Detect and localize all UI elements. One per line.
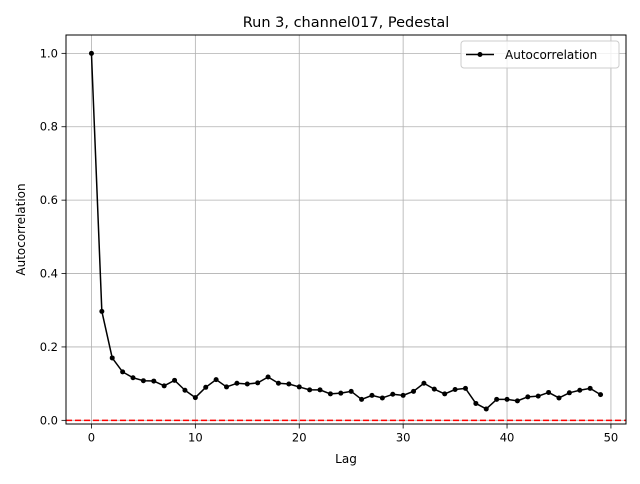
y-axis-label: Autocorrelation [14,183,28,275]
data-point [431,386,437,392]
data-point [109,355,115,361]
data-point [369,392,375,398]
data-point [535,393,541,399]
data-point [514,398,520,404]
data-point [161,383,167,389]
y-tick-label: 0.6 [40,193,58,207]
data-point [182,387,188,393]
data-point [483,406,489,412]
data-point [120,369,126,375]
legend-box [460,40,620,69]
data-point [390,391,396,397]
data-point [473,400,479,406]
data-point [421,380,427,386]
y-tick-label: 0.2 [40,340,58,354]
data-point [598,392,604,398]
data-point [296,384,302,390]
x-tick-label: 30 [396,431,411,445]
y-tick-label: 0.0 [40,413,58,427]
legend-marker [477,52,483,57]
data-point [556,395,562,401]
data-point [359,396,365,402]
chart-title: Run 3, channel017, Pedestal [243,15,450,31]
data-point [192,395,198,401]
data-point [338,390,344,396]
axes: 0 10 20 30 40 50 0.0 0.2 0.4 0.6 0.8 1.0 [40,46,619,444]
data-point [244,381,250,387]
data-point [525,394,531,400]
data-point [275,380,281,386]
data-point [213,377,219,383]
x-tick-label: 20 [292,431,307,445]
data-point [140,378,146,384]
data-point [327,391,333,397]
data-point [130,375,136,381]
data-point [255,380,261,386]
x-tick-label: 40 [500,431,515,445]
data-point [265,374,271,380]
data-point [546,389,552,395]
data-point [587,385,593,391]
x-axis-label: Lag [335,452,357,466]
x-tick-label: 50 [604,431,619,445]
data-point [151,378,157,384]
data-point [234,380,240,386]
data-point [462,385,468,391]
plot-frame [65,34,627,425]
x-tick-label: 0 [88,431,95,445]
data-point [379,395,385,401]
y-tick-label: 1.0 [40,46,58,60]
data-point [566,390,572,396]
data-point [286,381,292,387]
data-point [452,387,458,393]
legend: Autocorrelation [460,40,620,69]
data-point [317,387,323,393]
data-point [348,388,354,394]
data-point [442,391,448,397]
data-point [411,388,417,394]
data-point [494,396,500,402]
data-point [224,384,230,390]
data-point [172,377,178,383]
x-tick-label: 10 [188,431,203,445]
y-tick-label: 0.4 [40,267,58,281]
legend-label: Autocorrelation [505,48,597,62]
data-point [504,396,510,402]
data-point [400,392,406,398]
data-point [99,308,105,314]
data-point [577,387,583,393]
y-tick-label: 0.8 [40,120,58,134]
series-layer [88,50,604,412]
data-point [203,384,209,390]
data-point [307,387,313,393]
data-point [88,50,94,56]
